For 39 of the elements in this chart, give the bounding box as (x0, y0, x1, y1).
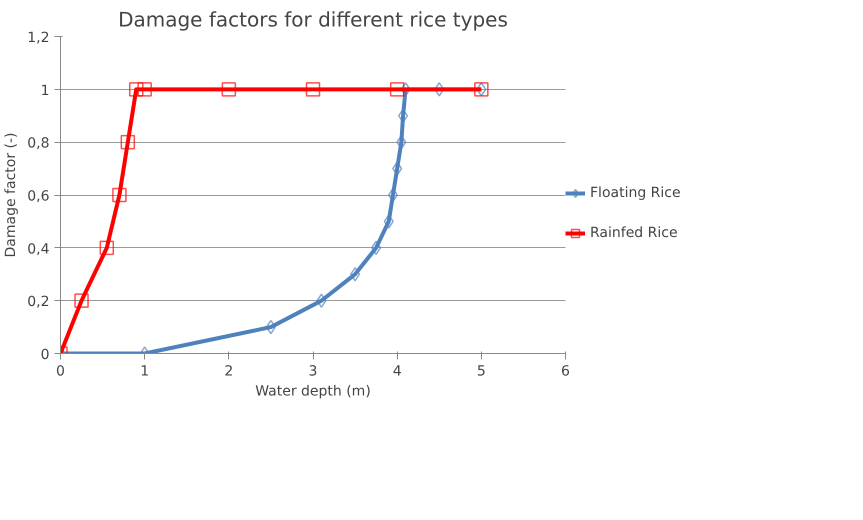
x-tick-label: 5 (476, 364, 486, 380)
point (222, 82, 236, 97)
x-tick-label: 0 (56, 364, 65, 380)
point (137, 82, 152, 97)
x-tick-label: 4 (392, 364, 402, 380)
point (306, 82, 320, 97)
point (388, 188, 398, 202)
y-tick-label: 0,2 (27, 294, 50, 310)
y-axis-title: Damage factor (-) (3, 132, 20, 258)
legend-label: Rainfed Rice (590, 225, 678, 241)
point (100, 240, 114, 256)
point (266, 320, 276, 334)
x-axis-title: Water depth (m) (255, 384, 371, 400)
chart-title: Damage factors for different rice types (118, 8, 508, 32)
point (392, 161, 402, 176)
y-tick-label: 0,4 (27, 241, 50, 258)
y-tick-label: 0,8 (27, 136, 50, 152)
point (371, 240, 382, 256)
x-tick-label: 6 (561, 364, 570, 380)
point (390, 82, 404, 97)
point (434, 82, 444, 97)
point (112, 188, 127, 202)
y-tick-label: 0 (40, 347, 50, 363)
y-tick-label: 1,2 (27, 30, 50, 46)
point (384, 214, 394, 229)
x-tick-label: 1 (140, 364, 150, 380)
point (74, 293, 89, 308)
x-tick-label: 3 (308, 364, 318, 380)
y-tick-label: 1 (40, 82, 50, 99)
point (400, 82, 411, 97)
point (396, 134, 406, 150)
point (120, 134, 136, 150)
y-tick-label: 0,6 (27, 188, 50, 204)
x-tick-label: 2 (224, 364, 234, 380)
point (129, 82, 144, 97)
legend-label: Floating Rice (590, 185, 681, 201)
point (316, 293, 326, 308)
point (398, 108, 408, 123)
point (350, 267, 360, 282)
